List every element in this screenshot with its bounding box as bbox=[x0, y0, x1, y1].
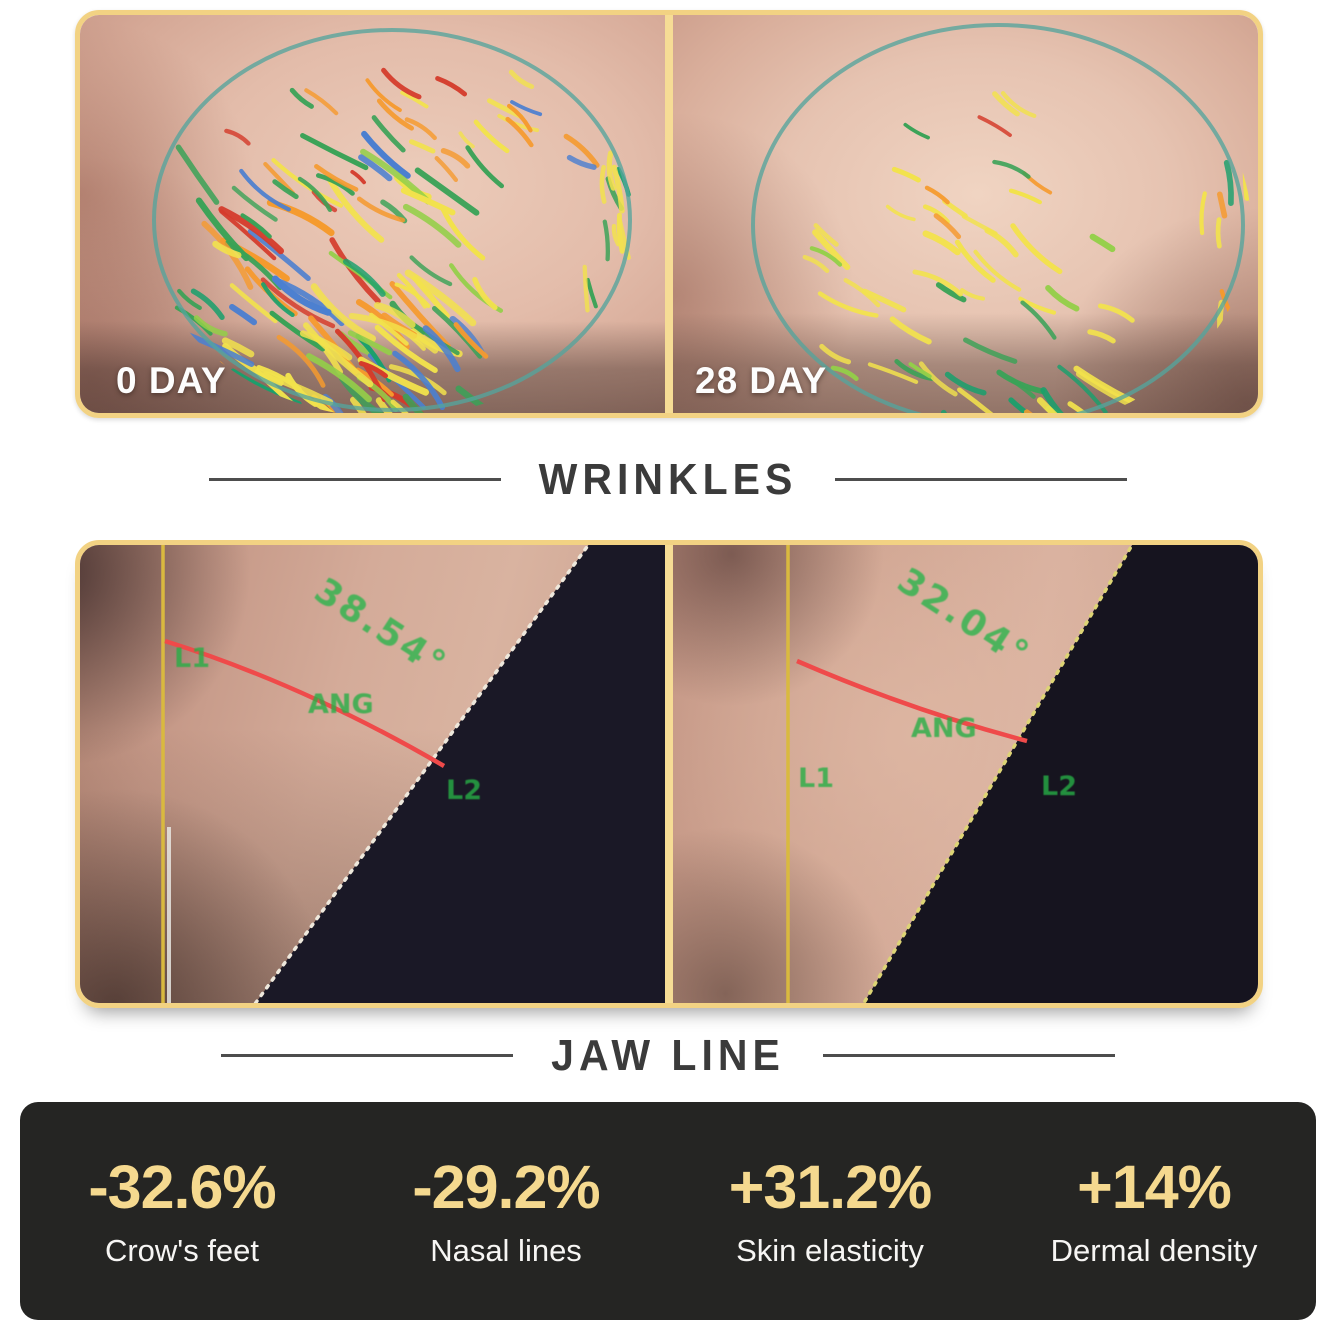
title-rule-left bbox=[208, 477, 501, 481]
wrinkles-title-row: WRINKLES bbox=[0, 418, 1336, 540]
wrinkle-analysis-overlay-before bbox=[152, 28, 635, 413]
ang-label: ANG bbox=[308, 689, 374, 720]
stat-label: Nasal lines bbox=[430, 1232, 582, 1268]
jawline-before-photo: 38.54° L1 ANG L2 bbox=[80, 545, 665, 1003]
stat-label: Dermal density bbox=[1050, 1232, 1258, 1268]
title-rule-right bbox=[822, 1053, 1115, 1057]
stat-value: -32.6% bbox=[88, 1152, 276, 1221]
l1-label: L1 bbox=[174, 643, 210, 674]
angle-value-before: 38.54° bbox=[307, 570, 455, 686]
l2-label: L2 bbox=[446, 775, 482, 806]
stat-value: -29.2% bbox=[412, 1152, 600, 1221]
jawline-after-photo: 32.04° L1 ANG L2 bbox=[673, 545, 1258, 1003]
angle-arc bbox=[164, 638, 446, 768]
jaw-angle-overlay-before: 38.54° L1 ANG L2 bbox=[161, 545, 665, 1003]
jawline-section-title: JAW LINE bbox=[551, 1030, 785, 1079]
stat-item: +14% Dermal density bbox=[992, 1152, 1316, 1268]
jawline-trace bbox=[253, 545, 591, 1003]
wrinkles-after-photo: 28 DAY bbox=[673, 15, 1258, 413]
wrinkles-compare-panel: 0 DAY 28 DAY bbox=[75, 10, 1263, 418]
background-shadow-region bbox=[255, 545, 665, 1003]
title-rule-left bbox=[221, 1053, 514, 1057]
jawline-compare-panel: 38.54° L1 ANG L2 32.04° L1 ANG L2 bbox=[75, 540, 1263, 1008]
wrinkles-before-photo: 0 DAY bbox=[80, 15, 665, 413]
angle-arc bbox=[796, 658, 1028, 744]
before-day-tag: 0 DAY bbox=[116, 360, 227, 401]
jaw-angle-overlay-after: 32.04° L1 ANG L2 bbox=[786, 545, 1258, 1003]
wrinkles-section-title: WRINKLES bbox=[538, 454, 798, 503]
l1-label: L1 bbox=[798, 763, 834, 794]
stat-item: +31.2% Skin elasticity bbox=[668, 1152, 992, 1268]
title-rule-right bbox=[835, 477, 1128, 481]
panel-divider bbox=[665, 545, 673, 1003]
stat-item: -29.2% Nasal lines bbox=[344, 1152, 668, 1268]
panel-divider bbox=[665, 15, 673, 413]
stat-label: Skin elasticity bbox=[736, 1232, 924, 1268]
after-day-tag: 28 DAY bbox=[695, 360, 828, 401]
stat-value: +14% bbox=[1077, 1152, 1232, 1221]
l2-label: L2 bbox=[1041, 771, 1077, 802]
stat-value: +31.2% bbox=[728, 1152, 933, 1221]
jawline-title-row: JAW LINE bbox=[0, 1008, 1336, 1102]
stat-item: -32.6% Crow's feet bbox=[20, 1152, 344, 1268]
ang-label: ANG bbox=[911, 713, 977, 744]
stat-label: Crow's feet bbox=[104, 1232, 260, 1268]
background-shadow-region bbox=[863, 545, 1258, 1003]
angle-value-after: 32.04° bbox=[890, 560, 1038, 676]
stats-panel: -32.6% Crow's feet -29.2% Nasal lines +3… bbox=[20, 1102, 1316, 1320]
wrinkle-analysis-overlay-after bbox=[751, 23, 1251, 413]
